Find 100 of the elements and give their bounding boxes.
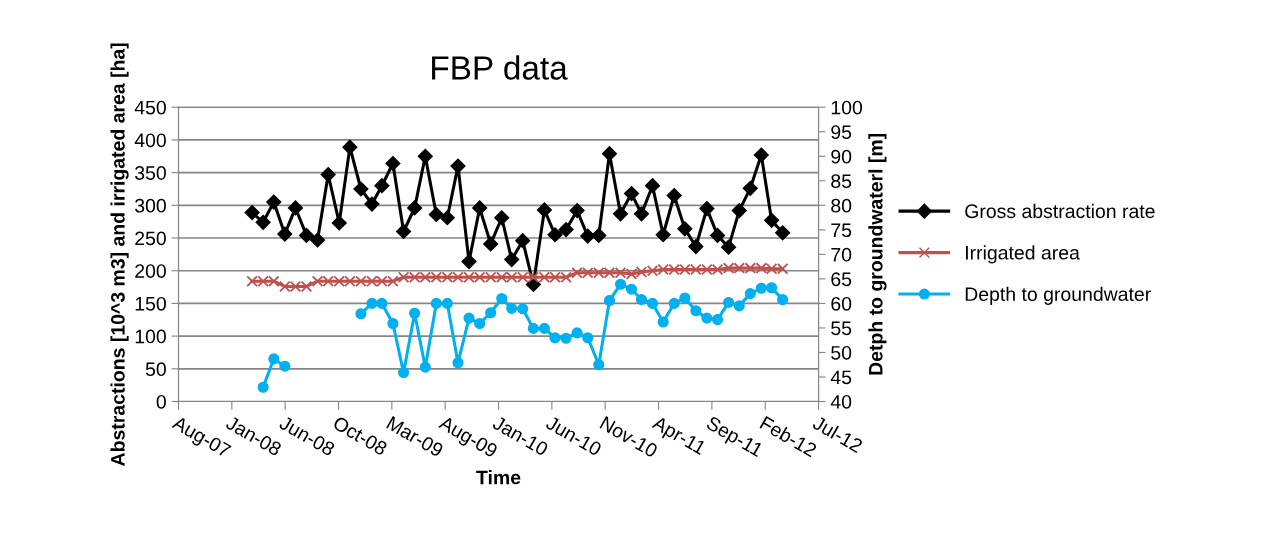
y-tick-label: 200 [135, 264, 166, 278]
point [374, 178, 390, 194]
point [376, 297, 388, 309]
point [485, 307, 497, 319]
y-tick-label: 300 [135, 198, 166, 213]
y-tick-label: 50 [145, 362, 166, 377]
point [441, 297, 453, 309]
point [515, 233, 531, 249]
point [407, 200, 423, 216]
point [430, 297, 442, 309]
point [547, 227, 563, 243]
point [439, 210, 455, 226]
point [494, 210, 510, 226]
point [733, 300, 745, 312]
point [635, 293, 648, 306]
point [538, 322, 550, 334]
point [549, 332, 561, 344]
legend-label: Irrigated area [966, 245, 1080, 264]
point [677, 221, 693, 237]
point [614, 278, 627, 290]
legend-label: Gross abstraction rate [965, 203, 1155, 219]
point [582, 332, 594, 344]
point [396, 223, 412, 240]
point [504, 252, 520, 268]
y2-tick-label: 45 [830, 370, 852, 385]
point [690, 305, 702, 317]
point [409, 307, 421, 319]
point [721, 239, 737, 255]
point [517, 303, 529, 315]
y2-tick-label: 60 [831, 296, 852, 311]
point [580, 228, 596, 244]
legend-label: Depth to groundwater [965, 286, 1151, 305]
y-tick-label: 100 [135, 329, 166, 344]
point [571, 327, 583, 339]
point [731, 202, 747, 219]
point [688, 238, 704, 255]
point [474, 317, 486, 330]
point [764, 212, 780, 228]
point [366, 297, 378, 309]
point [472, 200, 488, 216]
point [744, 288, 756, 300]
point [277, 226, 293, 242]
point [309, 232, 326, 248]
point [709, 227, 726, 243]
y-tick-label: 350 [135, 166, 166, 180]
point [428, 206, 444, 223]
point [601, 146, 618, 162]
point [506, 302, 518, 314]
point [536, 202, 552, 218]
y2-tick-label: 75 [831, 223, 852, 238]
point [655, 227, 671, 243]
point [450, 158, 466, 174]
point [527, 322, 539, 334]
y2-tick-label: 65 [831, 272, 852, 287]
point [364, 196, 380, 212]
point [257, 381, 269, 393]
point [766, 282, 778, 294]
point [623, 185, 640, 202]
point [331, 215, 347, 231]
point [385, 155, 401, 172]
point [558, 221, 574, 238]
point [723, 296, 735, 308]
point [560, 332, 572, 344]
y-tick-label: 400 [134, 133, 166, 148]
point [679, 292, 691, 304]
point [657, 316, 669, 328]
point [298, 227, 315, 243]
point [753, 147, 769, 163]
y2-axis-title: Detph to groundwaterl [m] [868, 133, 887, 375]
point [603, 294, 616, 307]
point [625, 283, 638, 295]
point [244, 204, 260, 221]
y2-tick-label: 95 [831, 125, 852, 140]
point [666, 187, 682, 204]
point [755, 282, 767, 294]
point [419, 361, 431, 373]
point [593, 359, 605, 371]
y2-tick-label: 100 [831, 100, 863, 115]
point [417, 148, 433, 164]
point [591, 227, 607, 243]
point [775, 225, 791, 241]
point [496, 292, 508, 305]
y2-tick-label: 50 [831, 345, 852, 360]
point [463, 312, 475, 324]
x-axis-title: Time [476, 470, 521, 485]
point [701, 312, 713, 324]
point [266, 194, 282, 210]
y-axis-title: Abstractions [10^3 m3] and irrigated area [ha] [110, 43, 129, 466]
point [612, 206, 629, 222]
point [646, 297, 659, 309]
y-tick-label: 150 [135, 296, 166, 311]
y2-tick-label: 70 [831, 247, 852, 262]
point [777, 293, 789, 306]
point [569, 202, 585, 219]
point [353, 181, 369, 197]
point [279, 360, 291, 372]
y-tick-label: 0 [156, 394, 166, 409]
point [461, 253, 477, 270]
point [699, 201, 715, 217]
y2-tick-label: 85 [831, 174, 852, 189]
